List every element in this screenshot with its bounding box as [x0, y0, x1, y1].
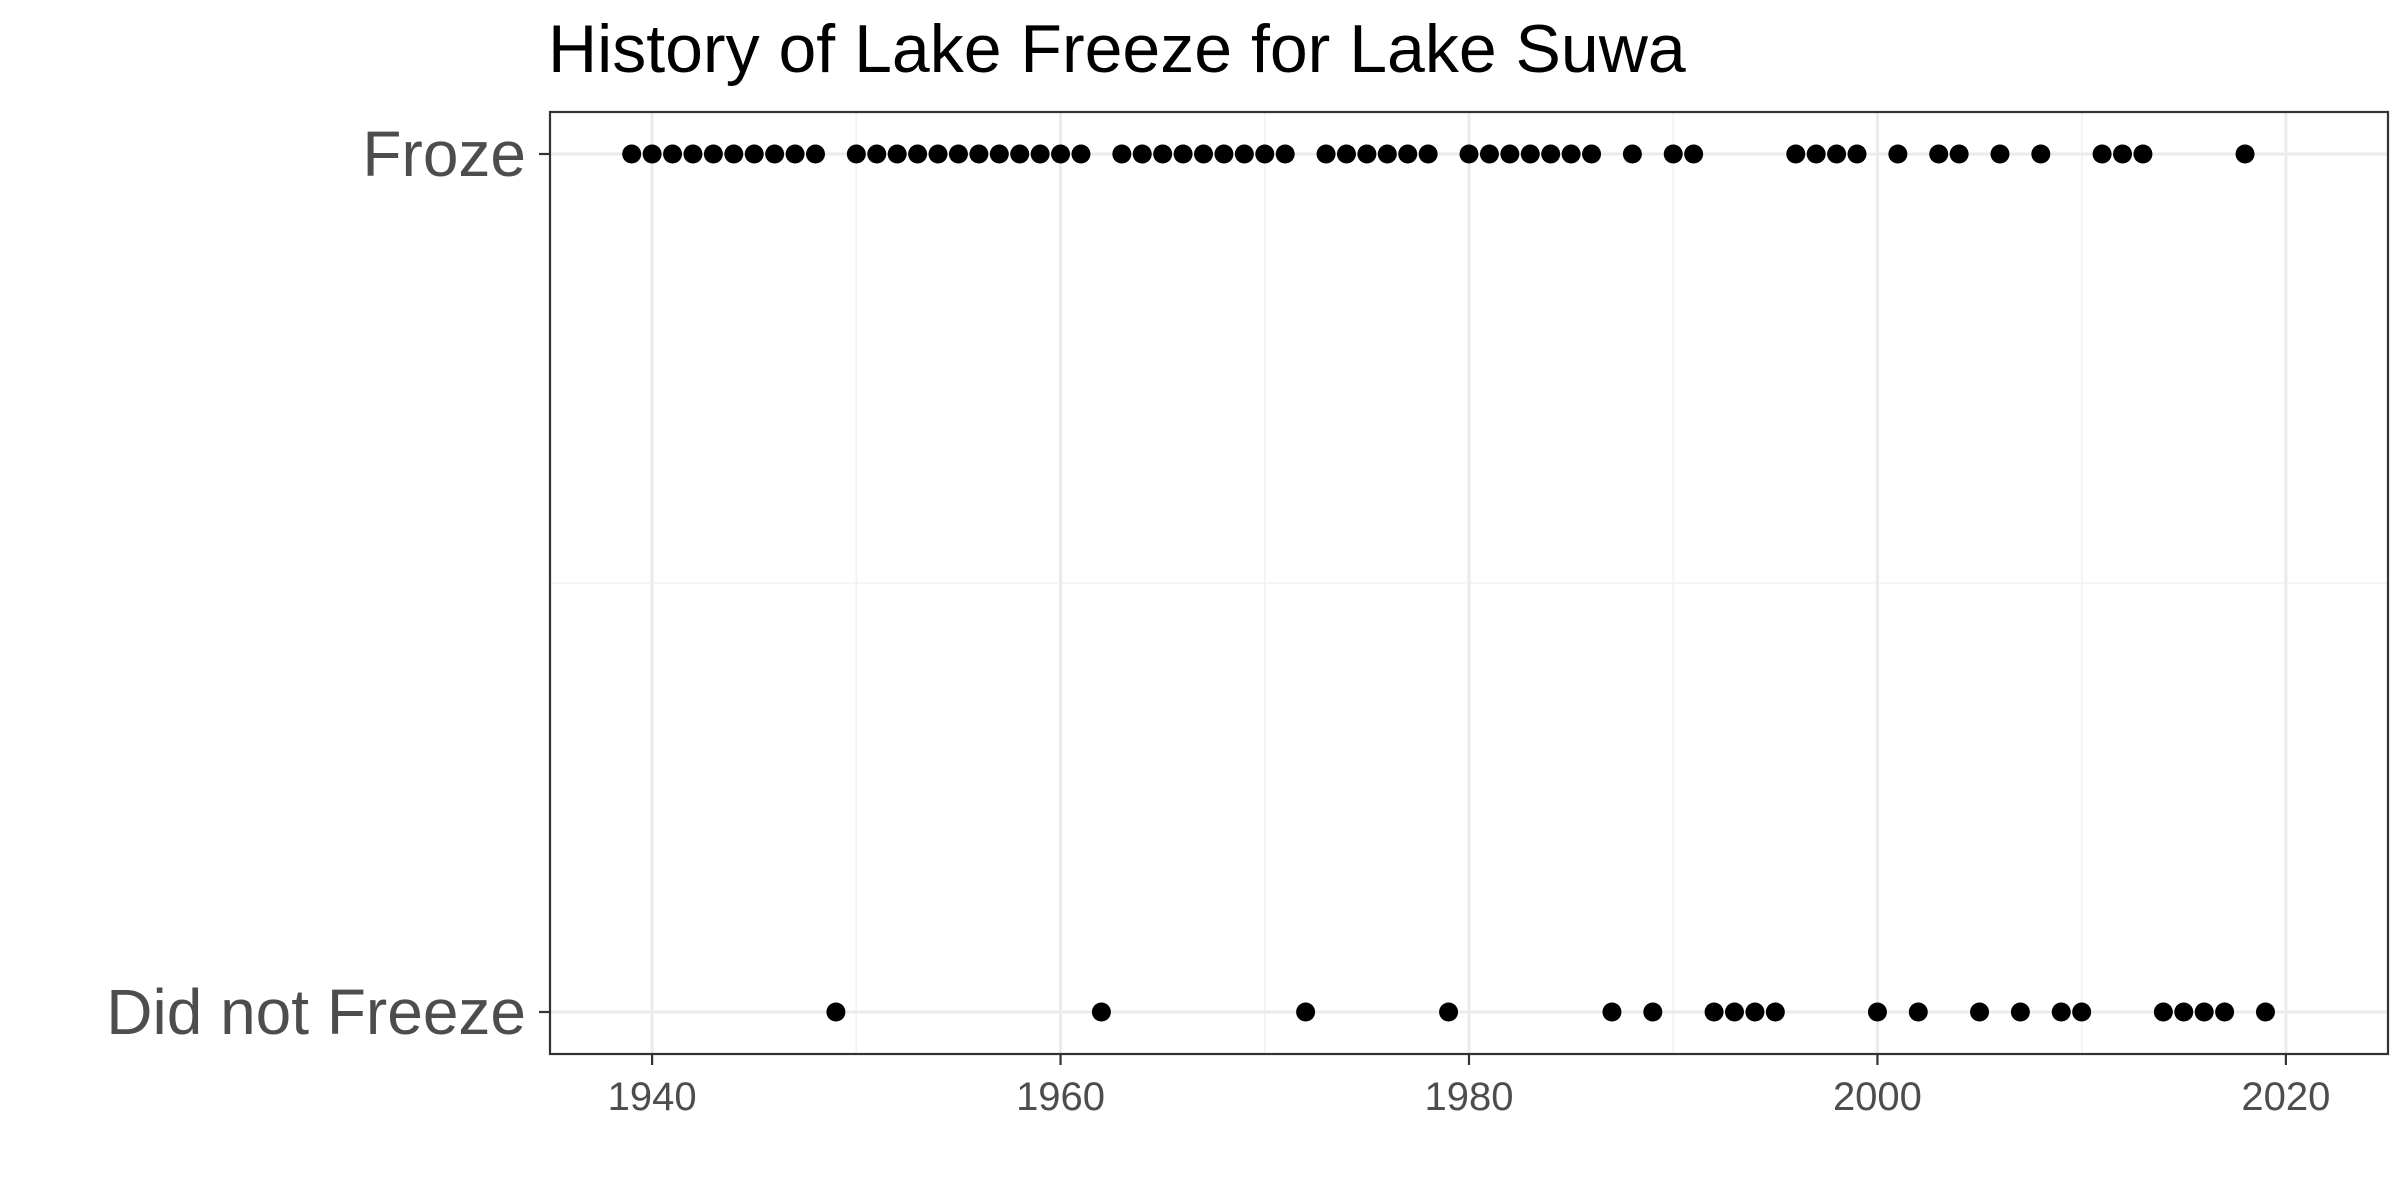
data-point — [1582, 144, 1602, 164]
data-point — [703, 144, 723, 164]
data-point — [2215, 1002, 2235, 1022]
data-point — [2153, 1002, 2173, 1022]
data-point — [887, 144, 907, 164]
data-point — [1561, 144, 1581, 164]
data-point — [2031, 144, 2051, 164]
data-point — [1949, 144, 1969, 164]
chart-title: History of Lake Freeze for Lake Suwa — [548, 11, 1686, 87]
data-point — [867, 144, 887, 164]
data-point — [1418, 144, 1438, 164]
data-points — [622, 144, 2275, 1022]
grid-lines — [550, 112, 2388, 1054]
data-point — [805, 144, 825, 164]
data-point — [1520, 144, 1540, 164]
x-tick-label: 1980 — [1425, 1075, 1514, 1119]
x-tick-label: 1960 — [1016, 1075, 1105, 1119]
data-point — [724, 144, 744, 164]
data-point — [2092, 144, 2112, 164]
data-point — [1745, 1002, 1765, 1022]
data-point — [1541, 144, 1561, 164]
data-point — [1724, 1002, 1744, 1022]
data-point — [1214, 144, 1234, 164]
data-point — [1112, 144, 1132, 164]
data-point — [1296, 1002, 1316, 1022]
data-point — [1908, 1002, 1928, 1022]
data-point — [1357, 144, 1377, 164]
data-point — [989, 144, 1009, 164]
data-point — [1194, 144, 1214, 164]
data-point — [2174, 1002, 2194, 1022]
data-point — [1010, 144, 1030, 164]
data-point — [1479, 144, 1499, 164]
data-point — [1377, 144, 1397, 164]
data-point — [1990, 144, 2010, 164]
data-point — [744, 144, 764, 164]
data-point — [2010, 1002, 2030, 1022]
y-tick-label: Froze — [362, 118, 526, 190]
data-point — [1459, 144, 1479, 164]
data-point — [948, 144, 968, 164]
data-point — [785, 144, 805, 164]
x-tick-label: 2000 — [1833, 1075, 1922, 1119]
data-point — [928, 144, 948, 164]
data-point — [1786, 144, 1806, 164]
data-point — [765, 144, 785, 164]
data-point — [2051, 1002, 2071, 1022]
data-point — [1153, 144, 1173, 164]
data-point — [2255, 1002, 2275, 1022]
data-point — [683, 144, 703, 164]
axes: 1940 1960 1980 2000 2020 Froze Did not Freeze — [106, 118, 2330, 1119]
data-point — [2072, 1002, 2092, 1022]
data-point — [1602, 1002, 1622, 1022]
data-point — [1030, 144, 1050, 164]
data-point — [1806, 144, 1826, 164]
x-tick-label: 2020 — [2241, 1075, 2330, 1119]
data-point — [1336, 144, 1356, 164]
data-point — [1071, 144, 1091, 164]
data-point — [908, 144, 928, 164]
data-point — [1255, 144, 1275, 164]
data-point — [1663, 144, 1683, 164]
data-point — [1173, 144, 1193, 164]
data-point — [622, 144, 642, 164]
data-point — [1316, 144, 1336, 164]
data-point — [1500, 144, 1520, 164]
data-point — [642, 144, 662, 164]
data-point — [1091, 1002, 1111, 1022]
data-point — [1847, 144, 1867, 164]
data-point — [1684, 144, 1704, 164]
data-point — [1132, 144, 1152, 164]
data-point — [663, 144, 683, 164]
data-point — [1051, 144, 1071, 164]
data-point — [826, 1002, 846, 1022]
data-point — [1234, 144, 1254, 164]
data-point — [1275, 144, 1295, 164]
data-point — [1888, 144, 1908, 164]
data-point — [1827, 144, 1847, 164]
data-point — [1867, 1002, 1887, 1022]
y-tick-label: Did not Freeze — [106, 976, 526, 1048]
data-point — [1765, 1002, 1785, 1022]
data-point — [2235, 144, 2255, 164]
data-point — [969, 144, 989, 164]
data-point — [2113, 144, 2133, 164]
data-point — [2194, 1002, 2214, 1022]
data-point — [2133, 144, 2153, 164]
data-point — [1970, 1002, 1990, 1022]
data-point — [1704, 1002, 1724, 1022]
data-point — [1929, 144, 1949, 164]
data-point — [1622, 144, 1642, 164]
data-point — [1643, 1002, 1663, 1022]
data-point — [1398, 144, 1418, 164]
data-point — [1439, 1002, 1459, 1022]
data-point — [846, 144, 866, 164]
x-tick-label: 1940 — [608, 1075, 697, 1119]
